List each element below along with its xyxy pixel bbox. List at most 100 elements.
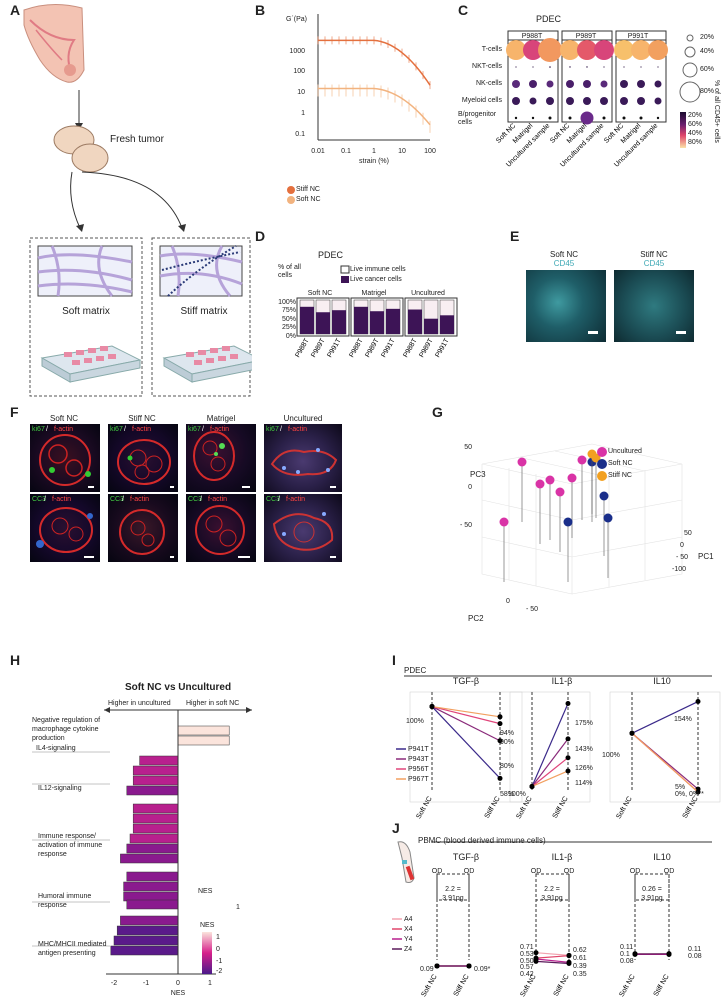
b-ylabel: G´(Pa) [286, 16, 307, 23]
h-bar [132, 813, 179, 824]
h-legend-tick: -1 [216, 958, 223, 965]
e-soft-stain: CD45 [553, 259, 575, 268]
i-val: 5% [675, 784, 686, 791]
i-title: PDEC [404, 666, 427, 675]
d-group: Uncultured [411, 290, 445, 297]
c-dot [654, 80, 662, 88]
b-xtick: 0.1 [341, 148, 351, 155]
j-box-text: 0.26 = [642, 886, 662, 893]
h-legend-tick: 0 [216, 946, 220, 953]
d-ylabel: % of all cells [278, 264, 301, 279]
j-series-line [535, 960, 570, 965]
g-tick: 0 [506, 598, 510, 605]
i-series-line [631, 732, 699, 793]
c-dot [512, 97, 520, 105]
h-bar [110, 945, 179, 956]
g-tick: 0 [680, 542, 684, 549]
j-box-text: 3.91pg [541, 895, 563, 902]
f-stain-actin: f-actin [52, 496, 72, 503]
e-stiff-image [614, 270, 694, 342]
f-stain-actin: f-actin [208, 496, 228, 503]
i-val: 100% [602, 752, 620, 759]
f-stain-actin: f-actin [286, 496, 306, 503]
d-sample-label: P991T [326, 337, 343, 359]
g-axis-pc2: PC2 [468, 614, 484, 623]
b-xtick: 1 [372, 148, 376, 155]
c-dot [637, 80, 645, 88]
h-bar [132, 765, 179, 776]
c-dot [514, 116, 518, 120]
i-val: 94% [500, 730, 515, 737]
b-ytick: 1 [301, 110, 305, 117]
h-arrow-left [104, 707, 110, 713]
c-dot [583, 97, 591, 105]
j-val: 0.53 [520, 951, 534, 958]
c-dot [580, 111, 594, 125]
j-box-text: 2.2 = [544, 886, 560, 893]
j-val: 0.57 [520, 964, 534, 971]
f-image-ki67-matrigel: ki67 / f-actin [186, 424, 256, 492]
f-stain-ki67: ki67 [188, 426, 201, 433]
h-legend-tick: -2 [216, 968, 223, 975]
d-group-box [404, 297, 458, 337]
h-nes-small: NES [200, 922, 215, 929]
j-cytokine: TGF-β [452, 852, 480, 862]
c-row: NKT-cells [472, 63, 502, 70]
c-dot [523, 40, 543, 60]
f-col: Stiff NC [128, 414, 156, 423]
c-dot [656, 116, 660, 120]
g-axis-pc3: PC3 [470, 470, 486, 479]
j-od: OD [629, 868, 641, 875]
j-series-line [535, 952, 570, 956]
b-xlabel: strain (%) [359, 158, 389, 165]
j-x-label: Stiff NC [453, 974, 471, 998]
panel-label-i: I [392, 652, 396, 668]
c-dot [654, 97, 662, 105]
j-val: 0.35 [573, 971, 587, 978]
d-bar-cancer [316, 312, 330, 334]
g-point [577, 455, 587, 465]
j-legend: A4 [404, 916, 413, 923]
i-point [497, 714, 503, 720]
plate-soft [40, 345, 142, 383]
j-val: 0.08 [688, 953, 702, 960]
f-stain-actin: f-actin [288, 426, 308, 433]
j-x-label: Stiff NC [553, 974, 571, 998]
d-sample-label: P988T [402, 337, 419, 359]
d-sample-label: P989T [310, 337, 327, 359]
j-cytokine: IL1-β [551, 852, 573, 862]
c-dot [640, 66, 642, 68]
j-val: 0.71 [520, 944, 534, 951]
j-od: OD [663, 868, 675, 875]
g-tick: - 50 [676, 554, 689, 561]
d-bar-cancer [332, 310, 346, 334]
d-ytick: 100% [278, 299, 296, 306]
f-stain-actin: f-actin [54, 426, 74, 433]
i-val: 0%, 0% * [675, 791, 704, 798]
h-bar [139, 755, 179, 766]
c-dot [620, 80, 628, 88]
c-dot [506, 40, 526, 60]
i-point [565, 755, 571, 761]
b-ytick: 100 [293, 68, 305, 75]
i-legend: P967T [408, 776, 429, 783]
d-bar-cancer [440, 315, 454, 334]
h-label: Negative regulation of macrophage cytoki… [32, 717, 101, 742]
c-dot [546, 97, 554, 105]
g-point [517, 457, 527, 467]
j-box-text: 3.91pg [442, 895, 464, 902]
j-series-line [535, 958, 570, 963]
g-tick: -100 [672, 566, 687, 573]
i-plot-frame [609, 691, 721, 803]
f-image-cc3-matrigel: CC3 / f-actin [186, 494, 256, 562]
j-x-label: Stiff NC [653, 974, 671, 998]
d-group-box [296, 297, 350, 337]
c-color-legend: 80% [688, 139, 703, 146]
stiff-matrix-box [151, 237, 251, 397]
j-point [434, 963, 440, 969]
h-bar [177, 735, 230, 746]
f-stain-cc3: CC3 [110, 496, 125, 503]
j-od: OD [530, 868, 542, 875]
f-sep: / [44, 496, 46, 503]
